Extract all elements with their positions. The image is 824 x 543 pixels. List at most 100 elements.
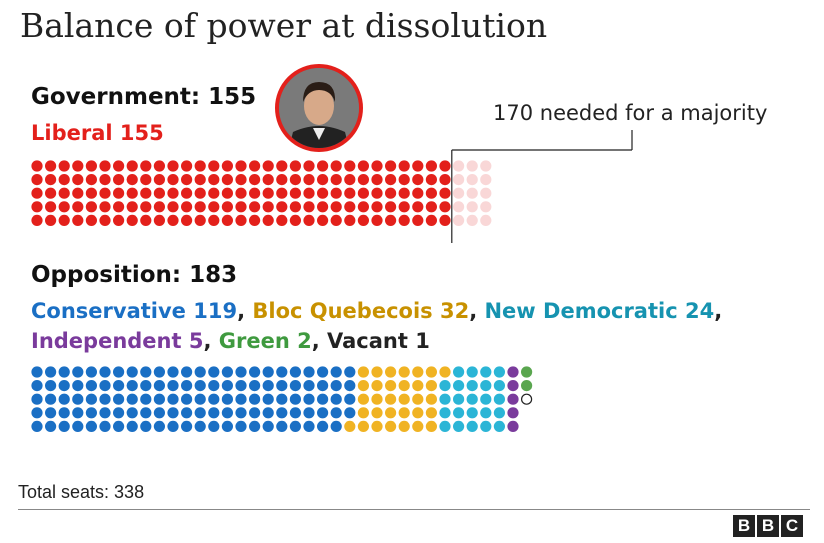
seat-dot-needed-for-a-majority [466, 160, 478, 172]
seat-dot-liberal [140, 187, 152, 199]
separator: , [714, 299, 723, 323]
seat-dot-liberal [167, 187, 179, 199]
seat-dot-liberal [412, 174, 424, 186]
seat-dot-liberal [330, 160, 342, 172]
seat-dot-conservative [140, 366, 152, 378]
seat-dot-conservative [289, 366, 301, 378]
seat-dot-needed-for-a-majority [466, 214, 478, 226]
seat-dot-liberal [235, 174, 247, 186]
seat-dot-liberal [113, 214, 125, 226]
seat-dot-conservative [58, 366, 70, 378]
liberal-label: Liberal 155 [31, 121, 164, 145]
seat-dot-liberal [126, 174, 138, 186]
seat-dot-new-democratic [480, 366, 492, 378]
seat-dot-liberal [208, 214, 220, 226]
seat-dot-liberal [289, 214, 301, 226]
seat-dot-conservative [167, 420, 179, 432]
seat-dot-conservative [344, 407, 356, 419]
seat-dot-new-democratic [439, 407, 451, 419]
seat-dot-liberal [167, 201, 179, 213]
seat-dot-conservative [31, 420, 43, 432]
seat-dot-conservative [45, 380, 57, 392]
seat-dot-liberal [262, 174, 274, 186]
seat-dot-liberal [58, 187, 70, 199]
seat-dot-conservative [262, 393, 274, 405]
seat-dot-liberal [31, 201, 43, 213]
seat-dot-conservative [153, 380, 165, 392]
seat-dot-conservative [208, 420, 220, 432]
seat-dot-liberal [31, 174, 43, 186]
seat-dot-conservative [140, 420, 152, 432]
seat-dot-liberal [276, 160, 288, 172]
seat-dot-liberal [31, 187, 43, 199]
seat-dot-liberal [45, 214, 57, 226]
seat-dot-conservative [194, 393, 206, 405]
seat-dot-conservative [262, 380, 274, 392]
seat-dot-liberal [99, 187, 111, 199]
seat-dot-needed-for-a-majority [453, 201, 465, 213]
seat-dot-liberal [140, 174, 152, 186]
seat-dot-liberal [425, 160, 437, 172]
seat-dot-liberal [72, 187, 84, 199]
seat-dot-liberal [126, 160, 138, 172]
seat-dot-liberal [235, 214, 247, 226]
seat-dot-conservative [289, 380, 301, 392]
seat-dot-conservative [153, 393, 165, 405]
seat-dot-conservative [45, 393, 57, 405]
seat-dot-conservative [221, 407, 233, 419]
seat-dot-liberal [385, 174, 397, 186]
seat-dot-liberal [221, 187, 233, 199]
seat-dot-liberal [398, 187, 410, 199]
seat-dot-liberal [357, 214, 369, 226]
seat-dot-liberal [85, 160, 97, 172]
seat-dot-conservative [276, 393, 288, 405]
seat-dot-liberal [99, 201, 111, 213]
seat-dot-conservative [99, 407, 111, 419]
seat-dot-conservative [303, 366, 315, 378]
seat-dot-bloc-quebecois [357, 393, 369, 405]
seat-dot-conservative [58, 393, 70, 405]
seat-dot-liberal [344, 201, 356, 213]
seat-dot-new-democratic [439, 380, 451, 392]
seat-dot-bloc-quebecois [385, 393, 397, 405]
seat-dot-bloc-quebecois [371, 420, 383, 432]
seat-dot-conservative [153, 420, 165, 432]
seat-dot-liberal [45, 187, 57, 199]
seat-dot-conservative [235, 393, 247, 405]
seat-dot-liberal [31, 214, 43, 226]
seat-dot-conservative [194, 366, 206, 378]
seat-dot-bloc-quebecois [385, 366, 397, 378]
seat-dot-new-democratic [493, 380, 505, 392]
seat-dot-liberal [221, 160, 233, 172]
separator: , [237, 299, 253, 323]
seat-dot-new-democratic [453, 366, 465, 378]
seat-dot-liberal [45, 201, 57, 213]
independent-label: Independent 5 [31, 329, 204, 353]
leader-photo [275, 64, 363, 152]
separator: , [203, 329, 219, 353]
seat-dot-liberal [167, 174, 179, 186]
seat-dot-liberal [113, 201, 125, 213]
seat-dot-bloc-quebecois [412, 407, 424, 419]
seat-dot-bloc-quebecois [385, 407, 397, 419]
seat-dot-liberal [317, 187, 329, 199]
opposition-parties-line-1: Conservative 119, Bloc Quebecois 32, New… [31, 299, 722, 323]
seat-dot-liberal [113, 174, 125, 186]
seat-dot-conservative [235, 420, 247, 432]
seat-dot-conservative [221, 380, 233, 392]
seat-dot-conservative [330, 407, 342, 419]
seat-dot-liberal [249, 187, 261, 199]
seat-dot-liberal [289, 187, 301, 199]
seat-dot-conservative [45, 366, 57, 378]
seat-dot-liberal [371, 214, 383, 226]
seat-dot-new-democratic [493, 393, 505, 405]
seat-dot-liberal [113, 187, 125, 199]
seat-dot-new-democratic [480, 380, 492, 392]
seat-dot-liberal [208, 160, 220, 172]
seat-dot-independent [507, 407, 519, 419]
total-seats-label: Total seats: 338 [18, 482, 145, 502]
seat-dot-conservative [276, 366, 288, 378]
seat-dot-conservative [344, 366, 356, 378]
seat-dot-liberal [181, 214, 193, 226]
